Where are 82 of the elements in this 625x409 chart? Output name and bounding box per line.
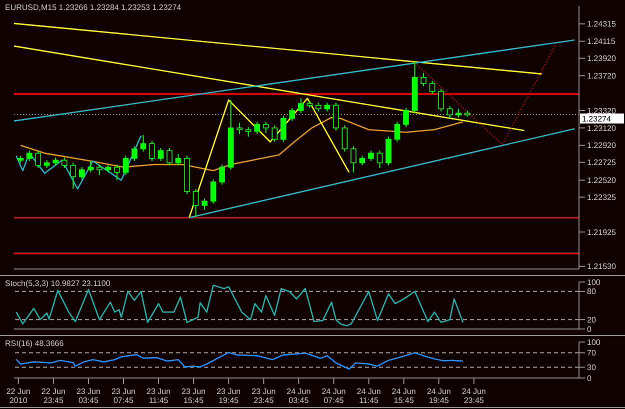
line-series: [16, 135, 142, 190]
candlestick: [438, 88, 444, 112]
candlestick: [403, 107, 409, 128]
candlestick: [132, 146, 138, 162]
candlestick: [149, 140, 155, 162]
y-tick-label: 0: [587, 324, 592, 334]
candlestick: [35, 150, 41, 168]
y-tick-label: 1.22325: [587, 192, 616, 202]
x-tick-label: 24 Jun 03:45: [286, 387, 311, 405]
y-tick-label: 0: [587, 374, 592, 383]
candlestick: [158, 147, 164, 162]
y-tick-label: 1.23920: [587, 54, 616, 64]
candlestick: [202, 198, 208, 210]
y-tick-label: 20: [587, 315, 596, 324]
candlestick: [429, 80, 436, 94]
chart-title: RSI(16) 48.3666: [5, 339, 64, 348]
x-tick-label: 23 Jun 15:45: [182, 387, 206, 405]
x-tick-label: 23 Jun 19:45: [216, 387, 241, 405]
candlestick: [394, 121, 400, 142]
candlestick: [78, 166, 85, 180]
candlestick: [254, 121, 260, 135]
x-tick-label: 23 Jun 23:45: [252, 387, 276, 405]
x-tick-label: 22 Jun 2010: [6, 387, 30, 405]
candlestick: [70, 162, 76, 190]
x-tick-label: 23 Jun 07:45: [111, 387, 136, 405]
candlestick: [140, 134, 146, 152]
y-tick-label: 30: [587, 363, 596, 372]
candlestick: [289, 107, 296, 122]
candlestick: [236, 122, 242, 135]
x-tick-label: 23 Jun 03:45: [76, 387, 100, 405]
candlestick: [245, 126, 252, 138]
candlestick: [61, 157, 68, 168]
y-tick-label: 100: [587, 278, 601, 287]
line-series: [188, 98, 350, 218]
y-tick-label: 1.22520: [587, 176, 616, 186]
candlestick: [219, 164, 225, 186]
candlestick: [210, 178, 216, 204]
y-tick-label: 100: [587, 338, 601, 347]
x-tick-label: 24 Jun 11:45: [356, 387, 381, 405]
line-series: [20, 116, 464, 172]
candlestick: [96, 164, 102, 176]
candlestick: [122, 155, 129, 176]
x-tick-label: 22 Jun 23:45: [41, 387, 66, 405]
ref-line-label: 1.23274: [582, 114, 612, 124]
x-tick-label: 24 Jun 23:45: [462, 387, 486, 405]
x-tick-label: 23 Jun 11:45: [146, 387, 171, 405]
candlestick: [368, 150, 374, 162]
y-tick-label: 1.21925: [587, 228, 616, 237]
candlestick: [114, 164, 120, 181]
candlestick: [280, 115, 286, 142]
candlestick: [192, 188, 199, 218]
candlestick: [333, 102, 339, 132]
candlestick: [175, 154, 182, 166]
y-tick-label: 1.24315: [587, 20, 616, 29]
candlestick: [350, 146, 356, 173]
candlestick: [446, 106, 453, 118]
line-series: [16, 352, 464, 370]
candlestick: [262, 121, 269, 134]
candlestick: [298, 98, 304, 114]
y-tick-label: 1.23720: [587, 72, 616, 81]
x-tick-label: 24 Jun 15:45: [392, 387, 416, 405]
candlestick: [359, 155, 366, 166]
chart-title: Stoch(5,3,3) 10.9827 23.1100: [5, 279, 110, 288]
y-tick-label: 1.23320: [587, 106, 616, 116]
candlestick: [272, 124, 278, 142]
x-tick-label: 24 Jun 19:45: [426, 387, 451, 405]
y-tick-label: 1.22725: [587, 158, 616, 168]
y-tick-label: 1.21530: [587, 262, 616, 272]
candlestick: [420, 72, 426, 87]
candlestick: [26, 150, 32, 162]
candlestick: [386, 136, 392, 166]
candlestick: [342, 124, 348, 152]
y-tick-label: 1.24115: [587, 37, 616, 46]
candlestick: [166, 147, 172, 166]
candlestick: [376, 150, 383, 168]
candlestick: [88, 160, 94, 173]
y-tick-label: 70: [587, 348, 596, 358]
y-tick-label: 80: [587, 287, 596, 296]
x-tick-label: 24 Jun 07:45: [322, 387, 346, 405]
y-tick-label: 1.23120: [587, 124, 616, 133]
y-tick-label: 1.22920: [587, 141, 616, 150]
chart-title: EURUSD,M15 1.23266 1.23284 1.23253 1.23274: [5, 3, 182, 12]
